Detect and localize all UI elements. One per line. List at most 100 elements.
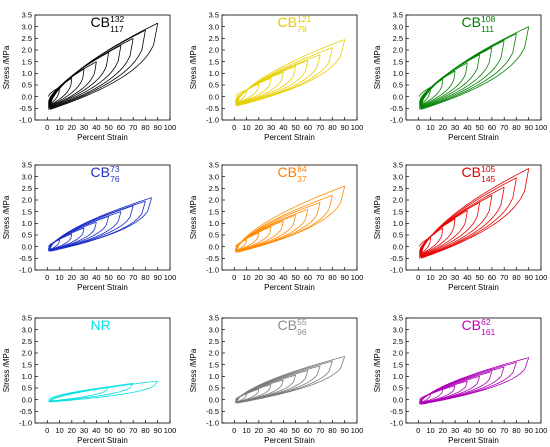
- y-tick-label: 0.5: [393, 81, 403, 90]
- unloading-curve-6: [236, 370, 309, 404]
- x-tick-label: 10: [426, 273, 434, 282]
- stress-strain-curves: [235, 39, 346, 107]
- y-tick-label: 1.0: [22, 69, 32, 78]
- x-tick-label: 10: [242, 123, 250, 132]
- panel-label-subscript: 96: [297, 327, 307, 337]
- y-tick-label: 3.5: [393, 161, 403, 170]
- unloading-curve-3: [420, 70, 456, 107]
- loading-curve-1: [419, 86, 431, 97]
- x-tick-label: 70: [129, 426, 137, 435]
- x-tick-label: 60: [304, 426, 312, 435]
- y-tick-label: 0.0: [393, 242, 403, 251]
- x-tick-label: 40: [279, 123, 287, 132]
- y-tick-label: 1.0: [393, 219, 403, 228]
- y-tick-label: -0.5: [19, 254, 32, 263]
- y-tick-label: 0.5: [393, 384, 403, 393]
- x-tick-label: 50: [475, 426, 483, 435]
- y-tick-label: -1.0: [206, 419, 219, 428]
- y-tick-label: 1.0: [22, 219, 32, 228]
- x-tick-label: 90: [341, 273, 349, 282]
- y-axis-label: Stress /MPa: [373, 45, 382, 89]
- plot-frame: [221, 164, 358, 271]
- unloading-curve-3: [49, 380, 159, 403]
- x-tick-label: 0: [416, 123, 420, 132]
- loading-curve-9: [235, 39, 345, 107]
- y-tick-label: 2.5: [393, 337, 403, 346]
- y-tick-label: 1.5: [209, 57, 219, 66]
- unloading-curve-5: [236, 66, 297, 105]
- x-tick-label: 90: [154, 273, 162, 282]
- x-tick-label: 30: [451, 123, 459, 132]
- unloading-curve-7: [49, 38, 134, 109]
- panel-label: CB: [278, 317, 297, 333]
- stress-strain-curves: [48, 197, 152, 252]
- y-tick-label: 0.5: [393, 231, 403, 240]
- panel-label-subscript: 145: [481, 174, 495, 184]
- x-tick-label: 70: [129, 273, 137, 282]
- y-tick-label: 2.5: [22, 184, 32, 193]
- x-tick-label: 80: [328, 273, 336, 282]
- unloading-curve-6: [236, 209, 309, 253]
- x-tick-label: 30: [80, 123, 88, 132]
- x-tick-label: 40: [463, 273, 471, 282]
- y-tick-label: 0.5: [209, 384, 219, 393]
- loading-curve-8: [419, 361, 517, 405]
- y-tick-label: 0.0: [209, 395, 219, 404]
- x-tick-label: 0: [232, 426, 236, 435]
- x-tick-label: 10: [242, 426, 250, 435]
- x-tick-label: 30: [267, 426, 275, 435]
- chart-panel-9: 0 10 20 30 40 50 60 70 80 90 100 -1.0 -0.5 0.0 0.5 1.0 1…: [373, 314, 547, 445]
- x-tick-label: 80: [328, 123, 336, 132]
- x-tick-label: 60: [488, 123, 496, 132]
- loading-curve-9: [48, 197, 152, 252]
- x-tick-label: 90: [341, 426, 349, 435]
- panel-label-superscript: 108: [481, 14, 495, 24]
- y-tick-label: 2.5: [393, 184, 403, 193]
- y-tick-label: 3.5: [209, 314, 219, 323]
- x-tick-label: 80: [512, 273, 520, 282]
- unloading-curve-6: [49, 211, 122, 252]
- loading-curve-6: [235, 370, 309, 403]
- y-tick-label: 1.0: [209, 219, 219, 228]
- x-tick-label: 10: [242, 273, 250, 282]
- stress-strain-curves: [48, 22, 159, 110]
- y-tick-label: 0.5: [22, 384, 32, 393]
- unloading-curve-2: [49, 77, 73, 106]
- x-tick-label: 40: [279, 273, 287, 282]
- y-tick-label: 1.5: [22, 207, 32, 216]
- unloading-curve-1: [420, 393, 431, 403]
- y-tick-label: 1.5: [22, 57, 32, 66]
- x-tick-label: 50: [104, 426, 112, 435]
- unloading-curve-2: [420, 79, 444, 106]
- y-tick-label: 3.0: [393, 22, 403, 31]
- y-tick-label: 3.5: [393, 11, 403, 20]
- unloading-curve-9: [49, 23, 159, 110]
- plot-frame: [34, 317, 171, 424]
- unloading-curve-7: [420, 40, 505, 109]
- loading-curve-9: [419, 168, 529, 259]
- x-tick-label: 20: [68, 123, 76, 132]
- x-tick-label: 50: [104, 273, 112, 282]
- panel-label-superscript: 73: [110, 164, 120, 174]
- loading-curve-9: [48, 22, 158, 110]
- chart-panel-1: 0 10 20 30 40 50 60 70 80 90 100 -1.0 -0.5 0.0 0.5 1.0 1…: [2, 11, 176, 142]
- y-tick-label: -1.0: [390, 116, 403, 125]
- plot-frame: [34, 14, 171, 121]
- y-tick-label: 2.0: [209, 349, 219, 358]
- chart-panel-7: 0 10 20 30 40 50 60 70 80 90 100 -1.0 -0.5 0.0 0.5 1.0 1…: [2, 314, 176, 445]
- x-tick-label: 0: [416, 273, 420, 282]
- y-tick-label: 2.0: [393, 46, 403, 55]
- stress-strain-curves: [419, 357, 530, 405]
- y-tick-label: 1.5: [393, 360, 403, 369]
- x-tick-label: 30: [80, 426, 88, 435]
- x-tick-label: 20: [439, 123, 447, 132]
- x-tick-label: 20: [68, 273, 76, 282]
- y-tick-label: -0.5: [206, 104, 219, 113]
- y-axis-label: Stress /MPa: [373, 348, 382, 392]
- unloading-curve-5: [49, 52, 110, 108]
- x-tick-label: 0: [45, 273, 49, 282]
- y-tick-label: 1.5: [393, 207, 403, 216]
- loading-curve-9: [235, 185, 345, 253]
- chart-panel-5: 0 10 20 30 40 50 60 70 80 90 100 -1.0 -0.5 0.0 0.5 1.0 1…: [189, 161, 363, 292]
- x-tick-label: 100: [535, 426, 548, 435]
